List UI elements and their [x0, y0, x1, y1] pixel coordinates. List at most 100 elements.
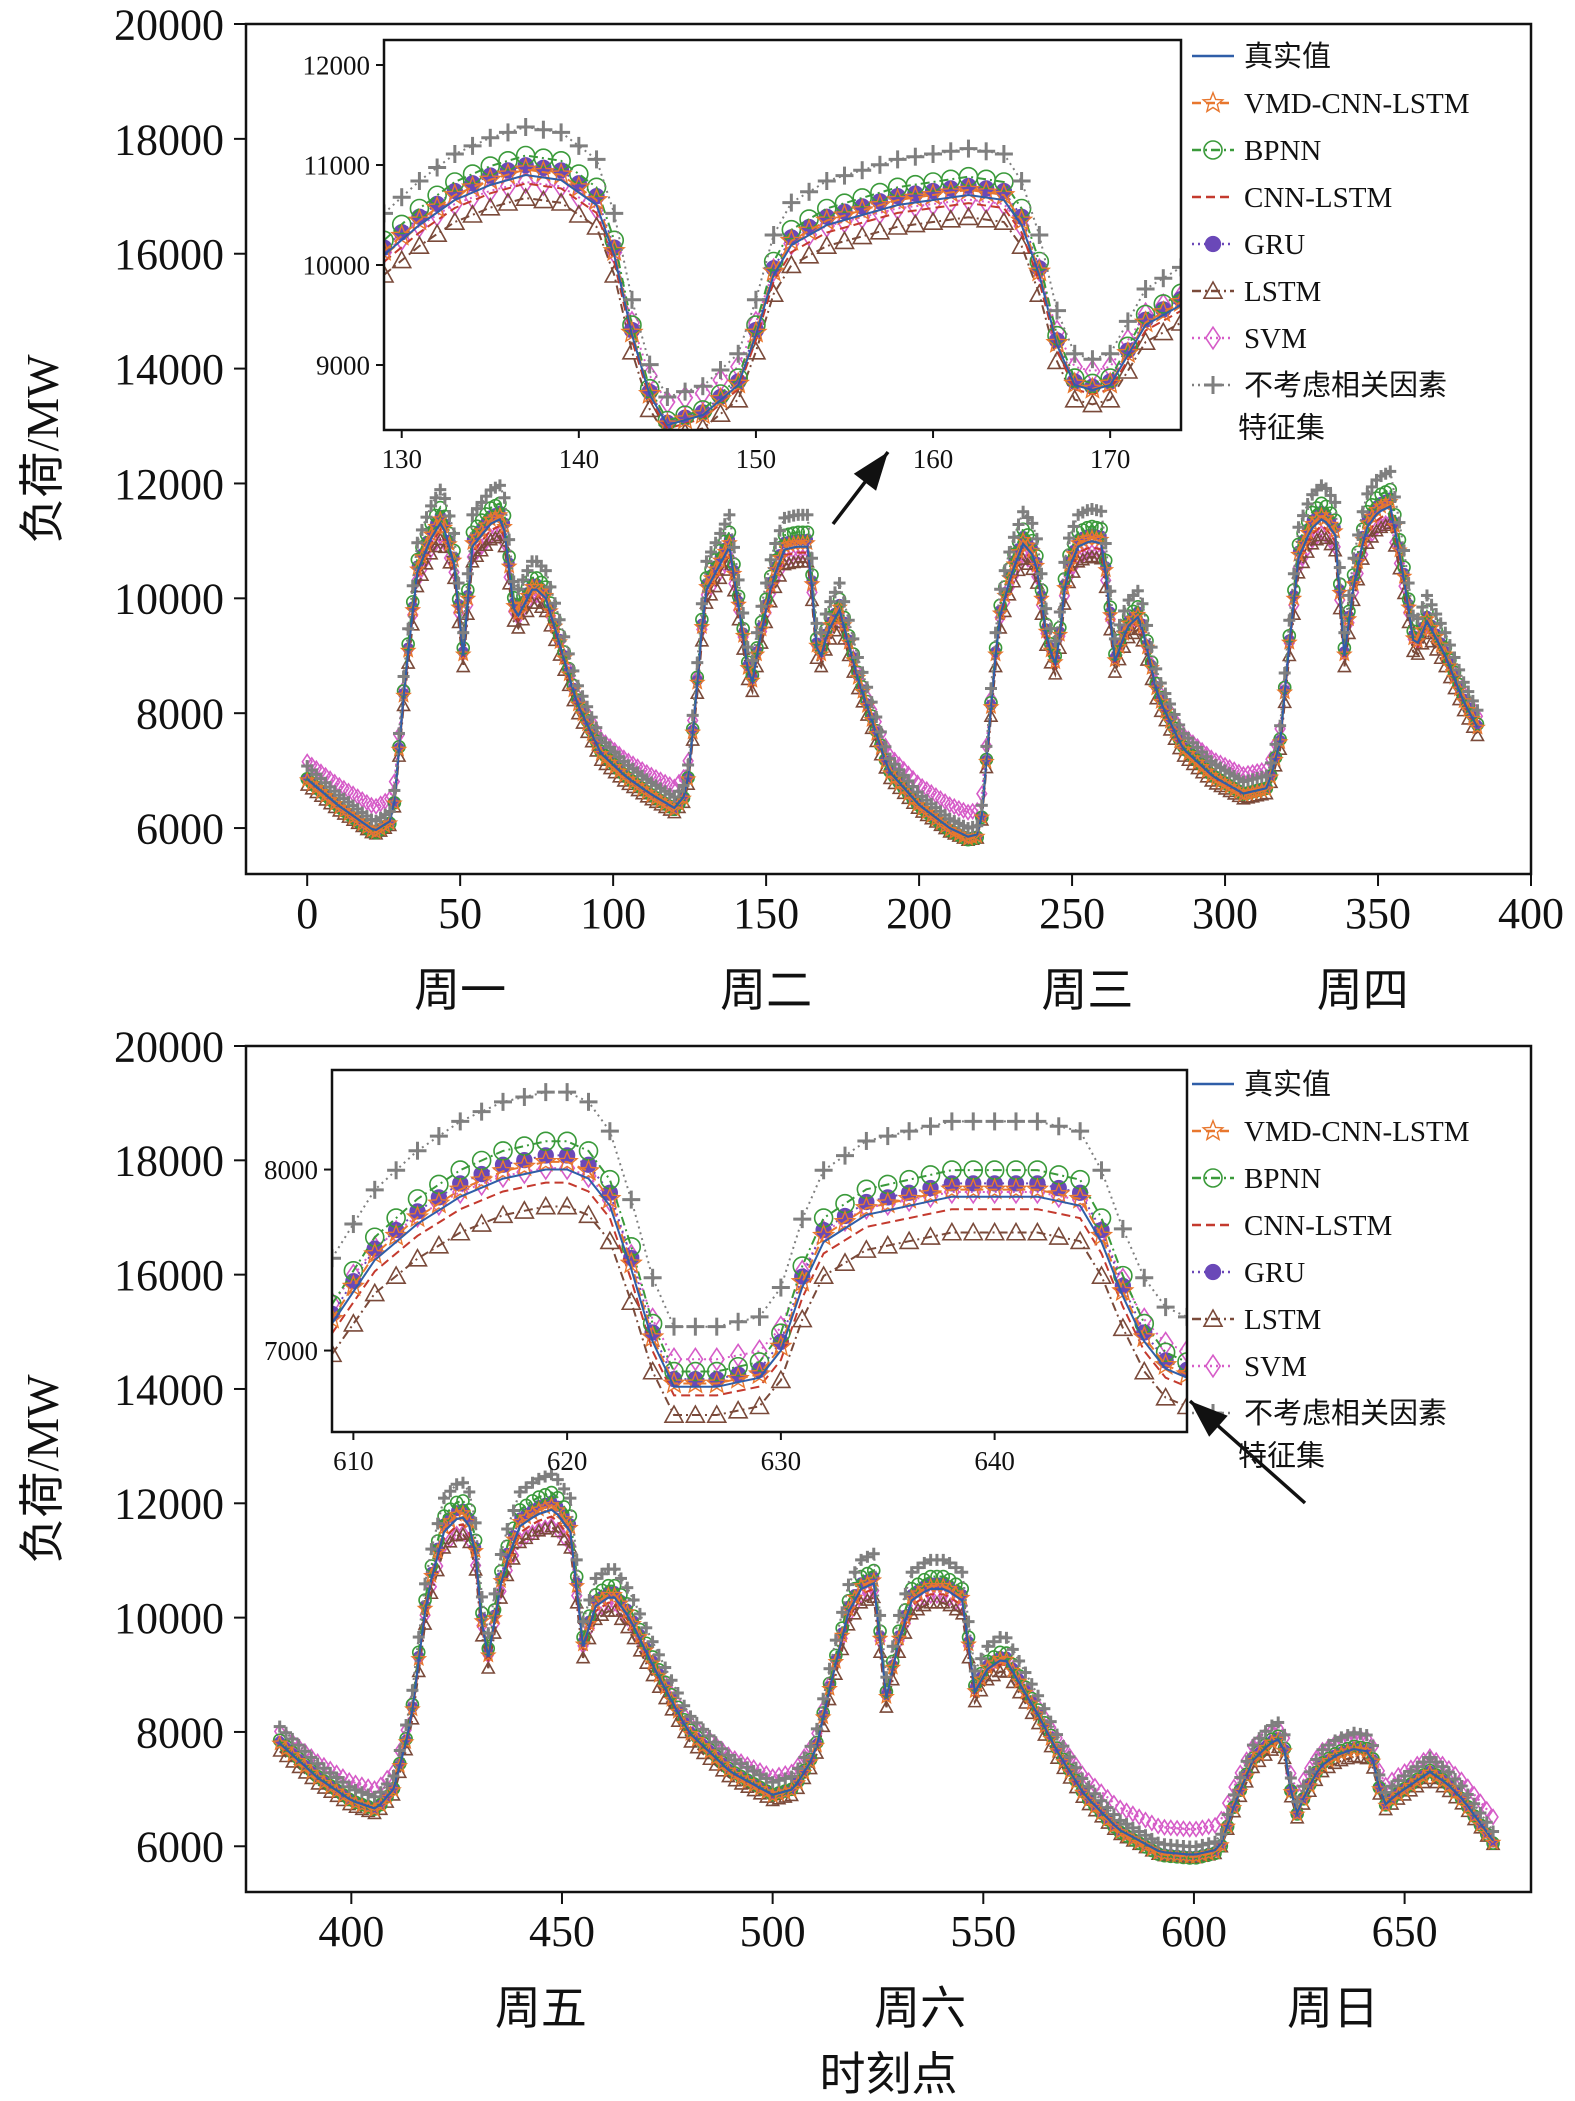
marker-circle	[791, 525, 806, 540]
series-真实值	[278, 1508, 1494, 1856]
marker-star	[405, 1205, 430, 1228]
marker-triangle	[428, 539, 444, 553]
marker-triangle	[510, 620, 526, 634]
marker-star	[1175, 1361, 1187, 1385]
x-tick-label: 450	[529, 1907, 595, 1956]
marker-diamond	[365, 796, 378, 814]
marker-star	[673, 407, 697, 430]
marker-star	[751, 1780, 769, 1797]
marker-triangle	[856, 1239, 877, 1258]
marker-star	[876, 1191, 900, 1214]
marker-star	[491, 1158, 515, 1182]
marker-triangle	[942, 1598, 957, 1612]
marker-star	[854, 1195, 879, 1219]
marker-dot	[516, 1151, 533, 1169]
marker-triangle	[550, 192, 572, 211]
marker-triangle	[1135, 331, 1156, 351]
marker-triangle	[533, 189, 554, 209]
marker-dot	[1029, 1175, 1046, 1192]
main-series-group	[271, 1468, 1502, 1865]
marker-circle	[728, 368, 749, 388]
marker-triangle	[556, 1195, 578, 1215]
marker-triangle	[471, 1213, 492, 1232]
marker-star	[745, 1776, 762, 1793]
marker-star	[479, 1646, 497, 1663]
marker-triangle	[1323, 537, 1338, 551]
marker-circle	[816, 198, 837, 219]
day-label: 周日	[1287, 1983, 1379, 2034]
marker-triangle	[706, 1404, 728, 1423]
series-line	[332, 1160, 1187, 1385]
marker-diamond	[370, 797, 382, 816]
marker-star	[469, 1168, 494, 1191]
marker-dot	[879, 1189, 896, 1206]
y-tick-label: 8000	[136, 1708, 224, 1757]
marker-triangle	[872, 1644, 888, 1659]
marker-triangle	[455, 659, 471, 673]
marker-diamond	[1178, 1339, 1187, 1364]
marker-triangle	[1075, 552, 1091, 566]
marker-star	[1047, 1181, 1071, 1205]
marker-triangle	[1107, 664, 1123, 678]
marker-triangle	[727, 1399, 749, 1419]
marker-diamond	[957, 801, 970, 820]
marker-triangle	[391, 249, 413, 269]
marker-triangle	[343, 1313, 364, 1332]
marker-circle	[468, 1533, 483, 1548]
y-tick-label: 12000	[114, 460, 224, 509]
x-axis-title: 时刻点	[820, 2049, 958, 2100]
marker-triangle	[437, 539, 453, 554]
marker-circle	[384, 230, 394, 251]
x-tick-label: 620	[547, 1446, 588, 1476]
marker-star	[918, 1181, 943, 1205]
marker-star	[381, 814, 399, 831]
marker-diamond	[1204, 1353, 1222, 1379]
marker-triangle	[922, 211, 944, 230]
marker-triangle	[717, 562, 733, 576]
marker-star	[982, 1177, 1007, 1200]
x-tick-label: 200	[886, 889, 952, 938]
marker-circle	[866, 1563, 881, 1578]
y-tick-label: 10000	[303, 250, 371, 280]
marker-star	[688, 1731, 706, 1748]
marker-diamond	[1120, 1802, 1133, 1820]
marker-triangle	[568, 204, 590, 223]
series-VMD-CNN-LSTM	[332, 1149, 1187, 1394]
y-tick-label: 18000	[114, 115, 224, 164]
marker-diamond	[1139, 1811, 1152, 1829]
day-label: 周一	[414, 965, 506, 1016]
marker-star	[961, 1177, 985, 1200]
marker-triangle	[1337, 659, 1352, 673]
marker-star	[701, 1743, 718, 1760]
marker-triangle	[1470, 727, 1485, 742]
marker-triangle	[444, 211, 466, 230]
y-tick-label: 8000	[136, 690, 224, 739]
marker-triangle	[1277, 1750, 1292, 1765]
marker-circle	[445, 172, 465, 192]
marker-triangle	[708, 579, 723, 593]
marker-dot	[1050, 1179, 1067, 1197]
marker-dot	[1007, 1175, 1025, 1192]
marker-star	[1068, 1186, 1092, 1209]
marker-triangle	[620, 1291, 642, 1311]
marker-star	[877, 1688, 895, 1704]
marker-triangle	[642, 1360, 663, 1380]
marker-diamond	[1204, 325, 1222, 351]
marker-diamond	[687, 1346, 704, 1372]
marker-triangle	[834, 1252, 856, 1271]
x-tick-label: 550	[950, 1907, 1016, 1956]
marker-triangle	[1202, 280, 1224, 300]
plot-frame	[244, 22, 1533, 876]
marker-triangle	[1064, 388, 1086, 408]
series-不考虑相关因素特征集	[273, 1468, 1500, 1853]
marker-star	[332, 1306, 344, 1329]
marker-triangle	[419, 556, 434, 570]
marker-triangle	[385, 1265, 407, 1284]
x-tick-label: 630	[761, 1446, 802, 1476]
marker-star	[1225, 1799, 1243, 1816]
marker-triangle	[869, 220, 891, 240]
marker-circle	[427, 185, 447, 206]
marker-triangle	[877, 1234, 899, 1254]
marker-diamond	[708, 1346, 725, 1372]
marker-star	[1335, 645, 1353, 662]
